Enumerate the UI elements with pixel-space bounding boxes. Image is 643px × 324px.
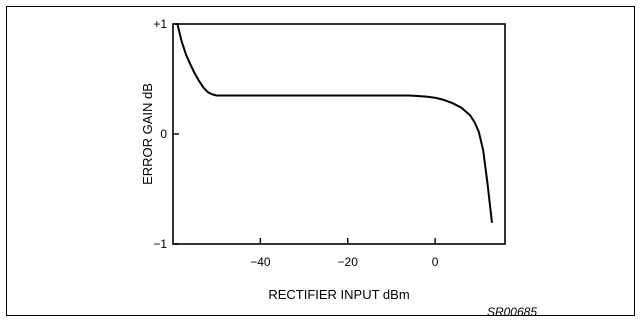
x-tick-label: −20	[338, 255, 359, 269]
y-tick-label: 0	[160, 127, 167, 141]
x-tick-label: 0	[432, 255, 439, 269]
tick-labels: −40 −20 0 +1 0 −1	[153, 17, 438, 269]
x-tick-label: −40	[250, 255, 271, 269]
y-axis-title: ERROR GAIN dB	[140, 83, 155, 185]
figure-code: SR00685	[487, 305, 537, 319]
plot-area-border	[172, 23, 506, 245]
error-gain-curve	[176, 23, 493, 223]
y-tick-label: +1	[153, 17, 167, 31]
figure-frame	[6, 6, 635, 316]
y-tick-label: −1	[153, 237, 167, 251]
x-axis-title: RECTIFIER INPUT dBm	[268, 287, 409, 302]
tick-marks	[173, 23, 436, 245]
